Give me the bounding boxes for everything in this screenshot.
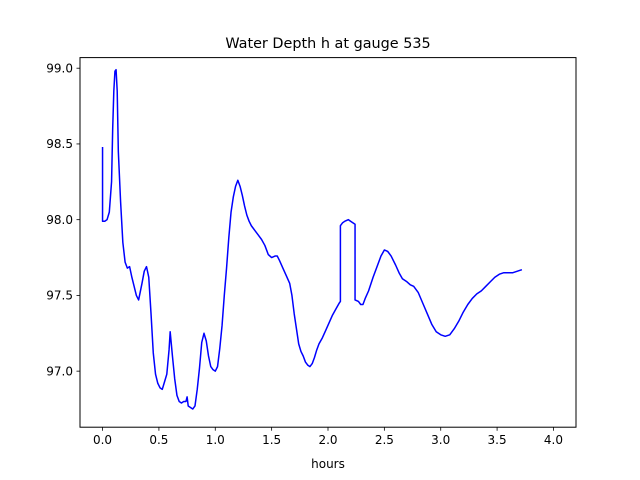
x-tick-label: 1.0: [206, 433, 225, 447]
x-axis-label: hours: [311, 457, 345, 471]
x-tick-label: 3.5: [488, 433, 507, 447]
plot-area: [101, 68, 523, 410]
x-tick-label: 2.5: [375, 433, 394, 447]
x-tick-label: 1.5: [262, 433, 281, 447]
series-line-1: [101, 68, 523, 410]
x-tick-label: 0.5: [149, 433, 168, 447]
y-tick-label: 99.0: [46, 61, 73, 75]
y-axis: 97.0 97.5 98.0 98.5 99.0: [46, 61, 80, 378]
chart-title: Water Depth h at gauge 535: [225, 36, 430, 52]
y-tick-label: 98.0: [46, 213, 73, 227]
x-axis: 0.0 0.5 1.0 1.5 2.0 2.5 3.0 3.5 4.0: [93, 427, 563, 447]
x-tick-label: 4.0: [544, 433, 563, 447]
x-tick-label: 3.0: [431, 433, 450, 447]
y-tick-label: 97.5: [46, 289, 73, 303]
x-tick-label: 2.0: [318, 433, 337, 447]
y-tick-label: 97.0: [46, 364, 73, 378]
x-tick-label: 0.0: [93, 433, 112, 447]
y-tick-label: 98.5: [46, 137, 73, 151]
